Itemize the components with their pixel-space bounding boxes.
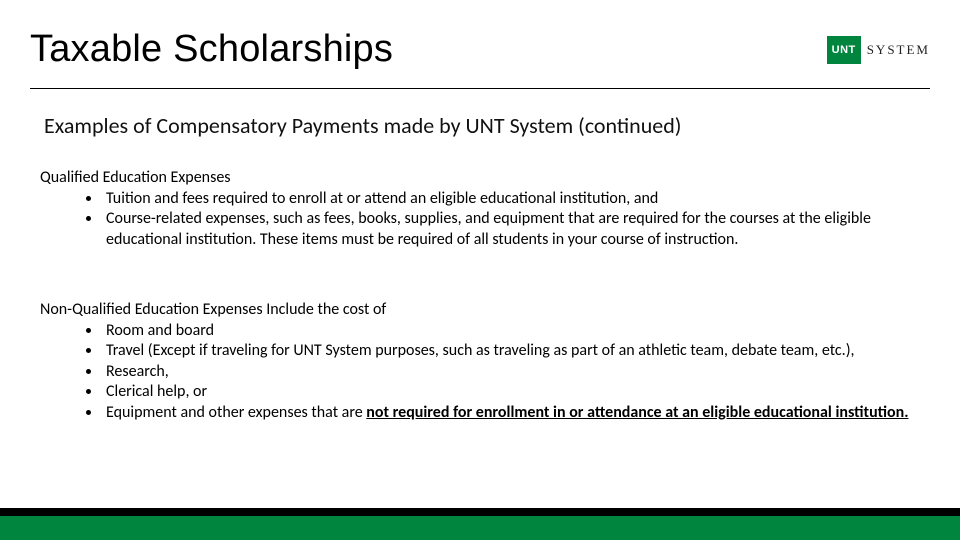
list-item: Research, bbox=[102, 362, 912, 382]
list-item: Tuition and fees required to enroll at o… bbox=[102, 189, 912, 209]
logo-text: SYSTEM bbox=[867, 42, 930, 58]
section-heading: Qualified Education Expenses bbox=[40, 168, 912, 187]
slide: Taxable Scholarships UNT SYSTEM Examples… bbox=[0, 0, 960, 540]
list-item: Clerical help, or bbox=[102, 382, 912, 402]
title-divider bbox=[30, 88, 930, 89]
list-item-text: Equipment and other expenses that are bbox=[106, 403, 366, 422]
bullet-list: Room and board Travel (Except if traveli… bbox=[40, 321, 912, 423]
list-item: Room and board bbox=[102, 321, 912, 341]
title-row: Taxable Scholarships UNT SYSTEM bbox=[30, 28, 930, 71]
list-item: Equipment and other expenses that are no… bbox=[102, 403, 912, 423]
list-item: Travel (Except if traveling for UNT Syst… bbox=[102, 341, 912, 361]
qualified-expenses-section: Qualified Education Expenses Tuition and… bbox=[40, 168, 912, 250]
list-item: Course-related expenses, such as fees, b… bbox=[102, 209, 912, 250]
footer-bar-black bbox=[0, 508, 960, 516]
page-title: Taxable Scholarships bbox=[30, 28, 393, 71]
section-heading: Non-Qualified Education Expenses Include… bbox=[40, 300, 912, 319]
subtitle: Examples of Compensatory Payments made b… bbox=[44, 112, 681, 139]
unt-system-logo: UNT SYSTEM bbox=[827, 36, 930, 64]
logo-badge: UNT bbox=[827, 36, 861, 64]
footer-bar-green bbox=[0, 516, 960, 540]
bullet-list: Tuition and fees required to enroll at o… bbox=[40, 189, 912, 250]
non-qualified-expenses-section: Non-Qualified Education Expenses Include… bbox=[40, 300, 912, 423]
list-item-underlined-text: not required for enrollment in or attend… bbox=[366, 403, 908, 422]
